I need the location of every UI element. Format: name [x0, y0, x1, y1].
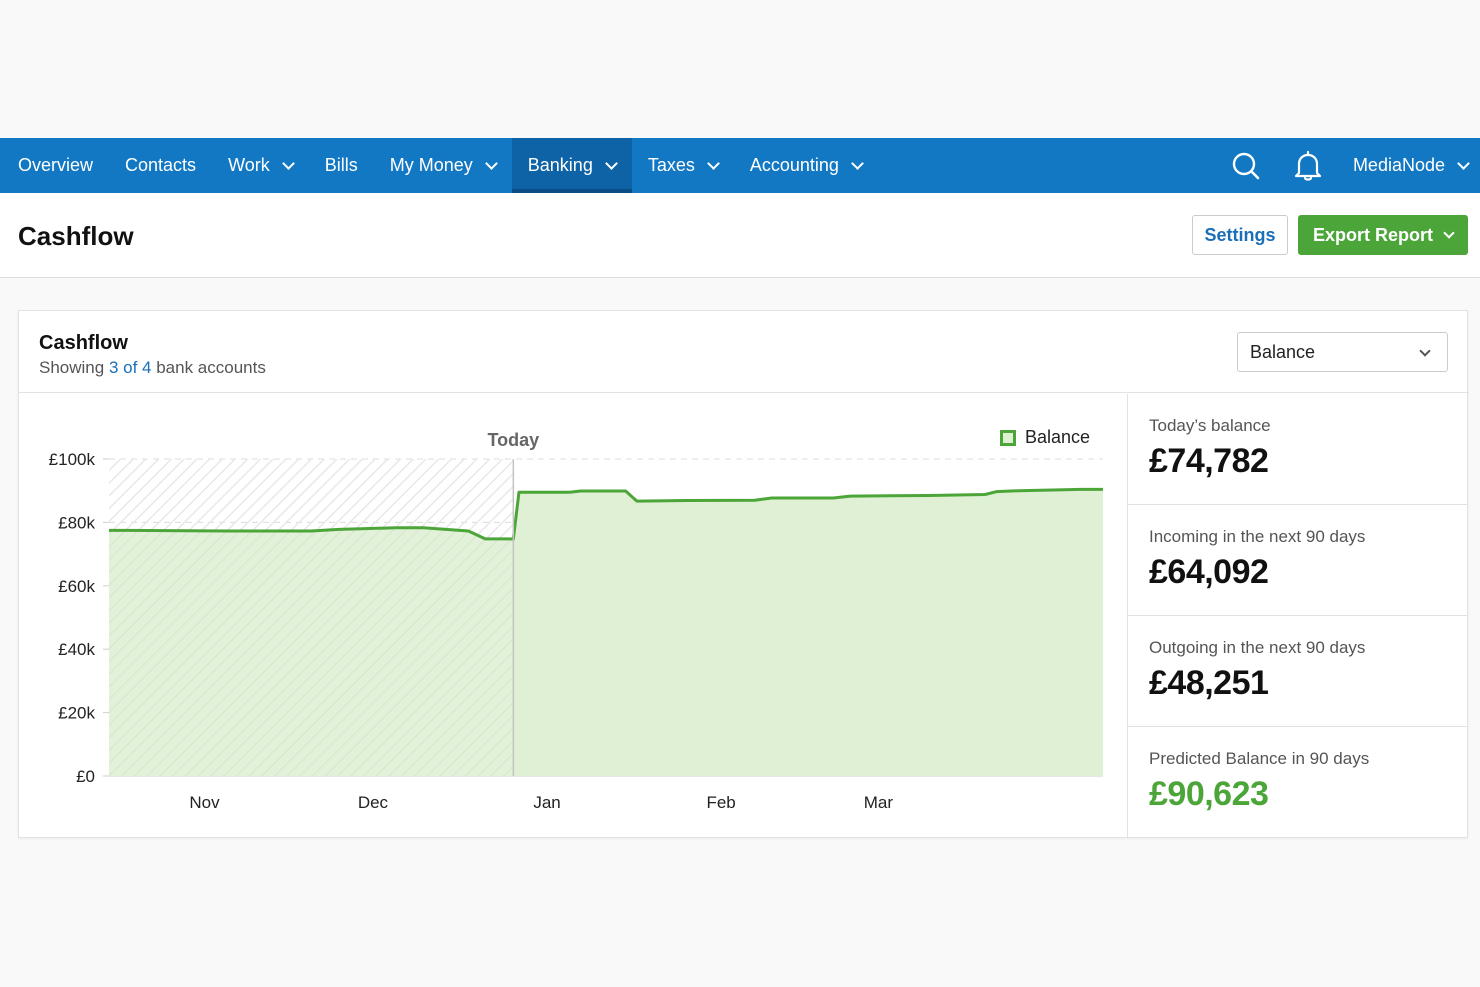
- notifications-button[interactable]: [1277, 138, 1339, 193]
- x-tick-label: Dec: [358, 793, 389, 812]
- export-report-button[interactable]: Export Report: [1298, 215, 1468, 255]
- cashflow-chart-svg: £0 £20k £40k £60k £80k £100k Today Nov Dec Jan Feb…: [49, 430, 1103, 812]
- stat-predicted-balance: Predicted Balance in 90 days £90,623: [1128, 727, 1468, 838]
- chevron-down-icon: [707, 156, 720, 170]
- nav-item-label: Overview: [18, 155, 94, 175]
- y-tick-label: £80k: [58, 513, 95, 532]
- card-subtitle: Showing 3 of 4 bank accounts: [39, 358, 266, 378]
- stat-value: £90,623: [1149, 775, 1269, 813]
- chart-view-select[interactable]: Balance: [1237, 332, 1448, 372]
- card-title: Cashflow: [39, 332, 128, 354]
- x-tick-label: Mar: [864, 793, 894, 812]
- nav-item-label: My Money: [389, 155, 473, 175]
- x-tick-label: Feb: [706, 793, 735, 812]
- cashflow-chart: £0 £20k £40k £60k £80k £100k Today Nov Dec Jan Feb…: [19, 394, 1127, 838]
- nav-item-label: Contacts: [125, 155, 197, 175]
- subtitle-prefix: Showing: [39, 358, 109, 377]
- search-button[interactable]: [1215, 138, 1277, 193]
- nav-right-group: MediaNode: [1215, 138, 1480, 193]
- nav-item-my-money[interactable]: My Money: [374, 138, 512, 193]
- nav-item-accounting[interactable]: Accounting: [734, 138, 878, 193]
- organisation-name: MediaNode: [1352, 155, 1445, 175]
- past-balance-area: [109, 527, 514, 776]
- legend-label: Balance: [1025, 427, 1091, 447]
- stat-label: Outgoing in the next 90 days: [1149, 638, 1366, 657]
- stat-label: Incoming in the next 90 days: [1149, 527, 1366, 546]
- bank-accounts-link[interactable]: 3 of 4: [108, 358, 152, 377]
- nav-item-label: Banking: [527, 155, 593, 175]
- organisation-menu[interactable]: MediaNode: [1339, 138, 1480, 193]
- chevron-down-icon: [1419, 345, 1431, 357]
- legend-swatch: [1000, 429, 1016, 446]
- chevron-down-icon: [1443, 226, 1455, 239]
- balance-line: [108, 487, 1103, 541]
- x-tick-label: Nov: [189, 793, 220, 812]
- subtitle-suffix: bank accounts: [151, 358, 266, 377]
- chart-legend: Balance: [1000, 427, 1090, 448]
- nav-item-overview[interactable]: Overview: [0, 138, 109, 193]
- settings-button[interactable]: Settings: [1192, 215, 1288, 255]
- page-title: Cashflow: [18, 221, 134, 251]
- nav-item-contacts[interactable]: Contacts: [109, 138, 212, 193]
- nav-item-banking[interactable]: Banking: [511, 138, 632, 193]
- y-tick-label: £40k: [58, 640, 95, 659]
- chart-view-value: Balance: [1250, 341, 1316, 362]
- cashflow-card: Cashflow Showing 3 of 4 bank accounts Ba…: [18, 310, 1469, 838]
- stat-outgoing: Outgoing in the next 90 days £48,251: [1128, 616, 1468, 727]
- chevron-down-icon: [281, 156, 295, 170]
- card-header: Cashflow Showing 3 of 4 bank accounts Ba…: [19, 311, 1469, 393]
- y-tick-label: £20k: [58, 704, 95, 723]
- bell-icon: [1294, 150, 1322, 181]
- today-label: Today: [488, 430, 540, 450]
- nav-item-label: Bills: [324, 155, 358, 175]
- chevron-down-icon: [604, 156, 618, 170]
- search-icon: [1232, 152, 1260, 179]
- x-tick-label: Jan: [533, 793, 560, 812]
- stat-value: £74,782: [1149, 442, 1269, 480]
- main-navigation: Overview Contacts Work Bills My Money Ba…: [0, 138, 1480, 193]
- chevron-down-icon: [1457, 156, 1470, 170]
- stat-todays-balance: Today’s balance £74,782: [1128, 394, 1468, 505]
- stat-value: £64,092: [1149, 553, 1269, 591]
- stat-label: Today’s balance: [1149, 416, 1271, 435]
- nav-item-label: Work: [228, 155, 270, 175]
- page-header: Cashflow Settings Export Report: [0, 193, 1480, 278]
- export-report-label: Export Report: [1312, 224, 1433, 245]
- nav-item-work[interactable]: Work: [212, 138, 309, 193]
- y-tick-label: £100k: [49, 450, 96, 469]
- y-tick-label: £60k: [58, 577, 95, 596]
- nav-item-taxes[interactable]: Taxes: [632, 138, 734, 193]
- nav-item-bills[interactable]: Bills: [309, 138, 374, 193]
- chevron-down-icon: [851, 156, 864, 170]
- nav-item-label: Taxes: [647, 155, 695, 175]
- chevron-down-icon: [484, 156, 498, 170]
- cashflow-stats: Today’s balance £74,782 Incoming in the …: [1127, 394, 1468, 838]
- stat-value: £48,251: [1149, 664, 1269, 702]
- y-tick-label: £0: [76, 767, 95, 786]
- stat-incoming: Incoming in the next 90 days £64,092: [1128, 505, 1468, 616]
- nav-item-label: Accounting: [749, 155, 839, 175]
- stat-label: Predicted Balance in 90 days: [1149, 749, 1370, 768]
